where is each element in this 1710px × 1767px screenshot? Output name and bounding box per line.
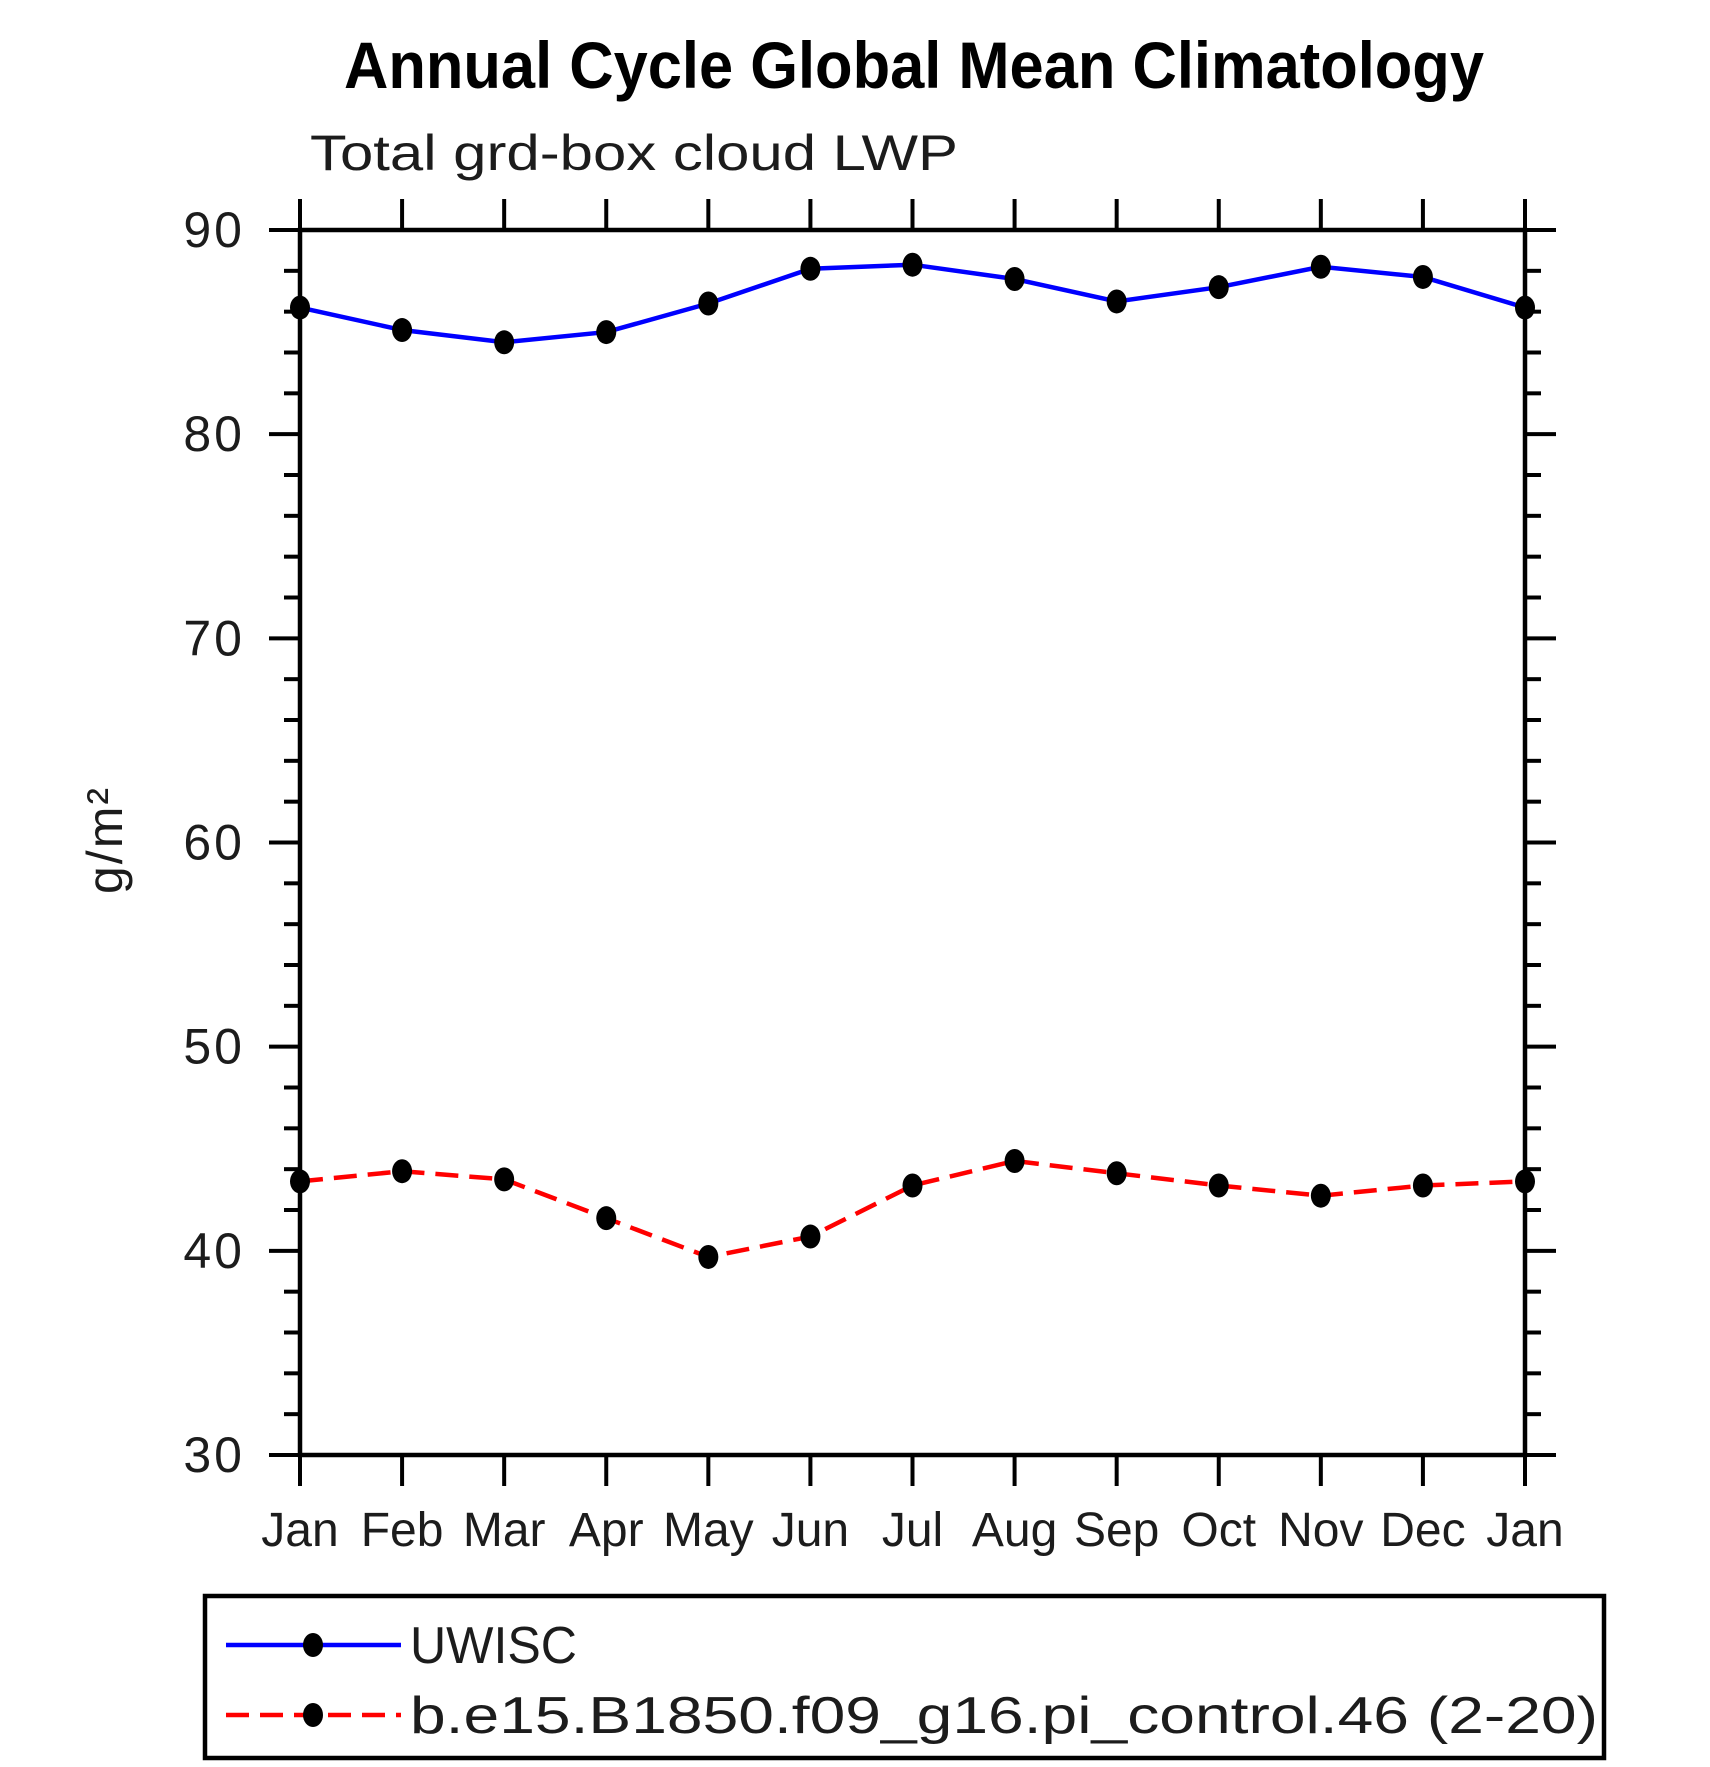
- data-point-marker: [290, 1169, 310, 1194]
- data-point-marker: [392, 1159, 413, 1184]
- legend-box: [202, 1593, 1607, 1761]
- axis-frame: [297, 227, 1528, 1458]
- data-point-marker: [698, 1244, 719, 1269]
- x-axis-month-label: Dec: [1380, 1504, 1465, 1557]
- data-point-marker: [902, 1173, 923, 1198]
- y-axis-tick-label: 80: [183, 406, 245, 462]
- x-axis-month-label: Jan: [1486, 1504, 1563, 1557]
- y-axis-tick-label: 40: [183, 1223, 245, 1279]
- data-point-marker: [1106, 289, 1127, 314]
- data-point-marker: [1004, 1149, 1025, 1173]
- x-axis-month-label: Jul: [882, 1504, 943, 1557]
- legend-marker-uwisc: [303, 1633, 323, 1657]
- legend-label-model: b.e15.B1850.f09_g16.pi_control.46 (2-20): [410, 1687, 1598, 1745]
- legend-marker-model: [303, 1703, 323, 1727]
- data-point-marker: [1515, 295, 1535, 320]
- data-point-marker: [1310, 1183, 1331, 1208]
- data-point-marker: [1004, 267, 1025, 291]
- data-point-marker: [1310, 254, 1331, 279]
- chart-title: Annual Cycle Global Mean Climatology: [344, 28, 1484, 102]
- x-axis-month-label: Jun: [772, 1504, 849, 1557]
- y-axis-label: g/m²: [77, 786, 133, 894]
- legend-row-model: b.e15.B1850.f09_g16.pi_control.46 (2-20): [226, 1687, 1598, 1745]
- x-axis-month-label: May: [663, 1504, 754, 1557]
- x-axis-month-label: Nov: [1278, 1504, 1363, 1557]
- data-point-marker: [1515, 1169, 1535, 1194]
- y-axis-tick-label: 30: [183, 1427, 245, 1483]
- x-axis-month-label: Oct: [1181, 1504, 1256, 1557]
- data-point-marker: [290, 295, 310, 320]
- chart-subtitle: Total grd-box cloud LWP: [310, 125, 958, 181]
- data-point-marker: [1106, 1161, 1127, 1186]
- x-axis-month-label: Sep: [1074, 1504, 1159, 1557]
- y-axis-tick-label: 90: [183, 202, 245, 258]
- data-point-marker: [698, 291, 719, 316]
- x-axis-month-label: Mar: [463, 1504, 546, 1557]
- data-point-marker: [494, 330, 515, 355]
- y-axis-tick-label: 60: [183, 815, 245, 871]
- y-axis-tick-label: 70: [183, 610, 245, 666]
- x-axis-month-label: Feb: [361, 1504, 444, 1557]
- data-point-marker: [902, 252, 923, 277]
- legend-label-uwisc: UWISC: [410, 1617, 577, 1675]
- data-point-marker: [596, 320, 617, 345]
- x-axis-month-label: Apr: [569, 1504, 644, 1557]
- data-point-marker: [800, 1224, 821, 1249]
- legend: UWISC b.e15.B1850.f09_g16.pi_control.46 …: [202, 1593, 1607, 1761]
- data-point-marker: [1208, 1173, 1229, 1198]
- plot-area: 30 40 50 60 70 80 90 Jan Feb Mar Apr May Jun Jul Aug Se…: [183, 199, 1564, 1557]
- data-point-marker: [1412, 1173, 1433, 1198]
- data-point-marker: [1208, 275, 1229, 300]
- x-axis-month-label: Aug: [972, 1504, 1057, 1557]
- data-point-marker: [596, 1206, 617, 1231]
- data-point-marker: [800, 256, 821, 281]
- legend-row-uwisc: UWISC: [226, 1617, 577, 1675]
- data-point-marker: [392, 318, 413, 343]
- y-axis-tick-label: 50: [183, 1019, 245, 1075]
- x-axis-month-label: Jan: [261, 1504, 338, 1557]
- data-point-marker: [494, 1167, 515, 1192]
- data-point-marker: [1412, 264, 1433, 289]
